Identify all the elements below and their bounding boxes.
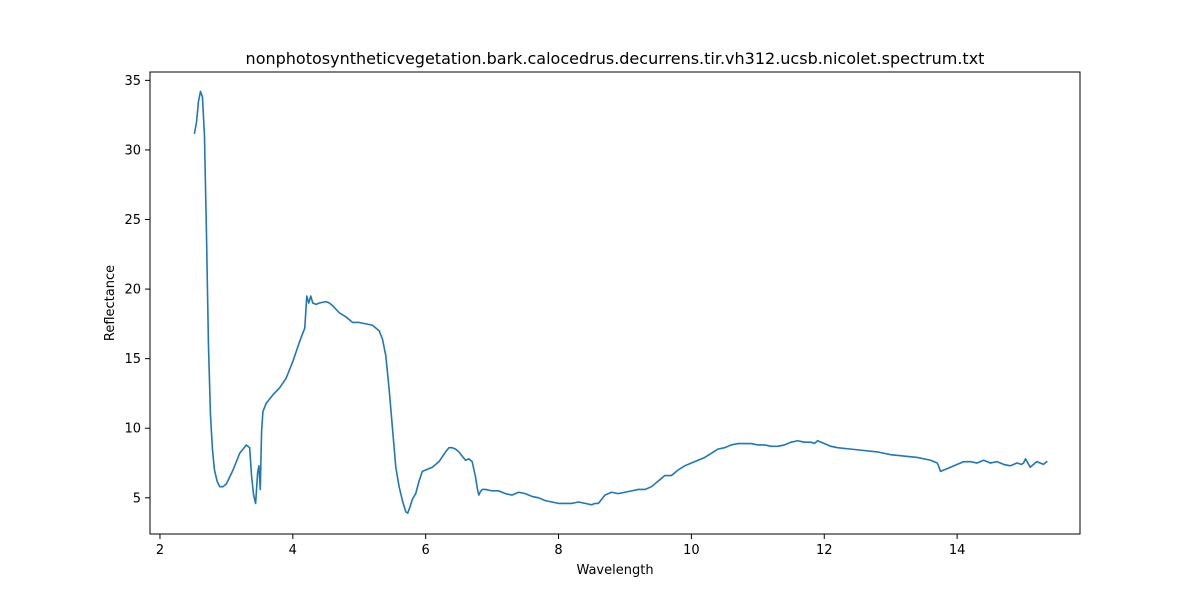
y-tick-label: 5 [133,491,141,506]
y-tick-label: 35 [124,74,141,89]
spectrum-series-line [193,90,1048,514]
y-tick-label: 30 [124,143,141,158]
y-tick-label: 15 [124,352,141,367]
y-axis-label: Reflectance [103,265,118,341]
y-tick-label: 25 [124,213,141,228]
y-axis-ticks: 5 10 15 20 25 30 35 [124,74,150,506]
x-axis-ticks: 2 4 6 8 10 12 14 [156,534,966,558]
y-tick-label: 20 [124,283,141,298]
x-axis-label: Wavelength [576,563,653,578]
x-tick-label: 10 [683,543,700,558]
y-tick-label: 10 [124,422,141,437]
x-tick-label: 2 [156,543,164,558]
x-tick-label: 12 [816,543,833,558]
x-tick-label: 6 [422,543,430,558]
plot-frame [149,71,1081,535]
x-tick-label: 4 [289,543,297,558]
x-tick-label: 14 [949,543,966,558]
chart-title: nonphotosyntheticvegetation.bark.caloced… [246,49,985,68]
x-tick-label: 8 [554,543,562,558]
